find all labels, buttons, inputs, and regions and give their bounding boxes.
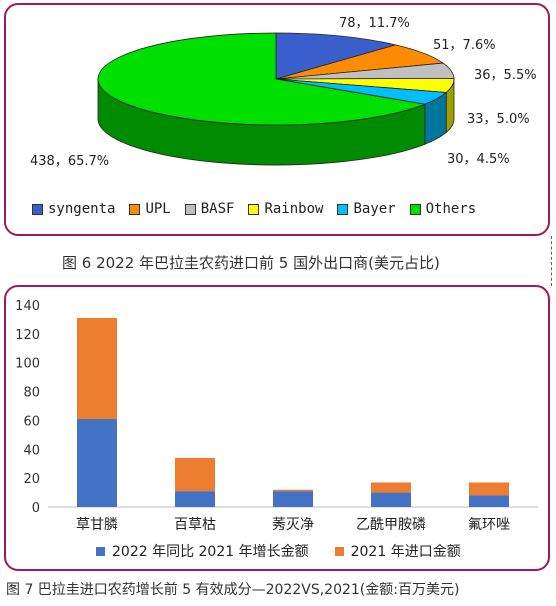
legend-label: syngenta <box>48 201 116 217</box>
pie-legend-item-rainbow: Rainbow <box>248 201 323 217</box>
pie-chart-panel: 78，11.7% 51，7.6% 36，5.5% 33，5.0% 30，4.5% 438，… <box>4 3 550 236</box>
legend-swatch <box>184 203 196 215</box>
bar-growth-2022-0 <box>77 418 117 507</box>
bar-import-2021-3 <box>371 482 411 493</box>
y-tick-label: 140 <box>15 299 40 314</box>
legend-swatch <box>96 546 105 556</box>
legend-swatch <box>32 203 43 215</box>
legend-label: 2021 年进口金额 <box>350 544 461 560</box>
pie-label-bayer: 30，4.5% <box>447 152 510 167</box>
bar-import-2021-0 <box>77 317 117 419</box>
bars <box>77 317 509 507</box>
pie-legend-item-upl: UPL <box>129 201 171 217</box>
pie-slices <box>97 32 455 126</box>
legend-swatch <box>129 203 141 215</box>
y-tick-label: 120 <box>15 328 40 343</box>
legend-swatch <box>409 203 421 215</box>
y-tick-label: 20 <box>23 472 40 487</box>
pie-legend-item-basf: BASF <box>184 201 235 217</box>
bar-legend-item-1: 2021 年进口金额 <box>334 541 461 561</box>
bar-legend: 2022 年同比 2021 年增长金额 2021 年进口金额 <box>96 541 461 561</box>
bar-growth-2022-4 <box>469 495 509 507</box>
y-tick-label: 100 <box>15 357 40 372</box>
pie-legend-item-bayer: Bayer <box>337 201 396 217</box>
legend-swatch <box>334 546 344 556</box>
pie-label-rainbow: 33，5.0% <box>467 112 530 127</box>
pie-label-upl: 51，7.6% <box>433 38 496 53</box>
y-axis: 0 20 40 60 80 100 120 140 <box>15 299 40 516</box>
figure-7-caption: 图 7 巴拉圭进口农药增长前 5 有效成分—2022VS,2021(金额:百万美… <box>6 582 460 598</box>
pie-label-basf: 36，5.5% <box>474 68 537 83</box>
bar-growth-2022-2 <box>273 491 313 507</box>
y-tick-label: 60 <box>23 414 40 429</box>
figure-6-caption: 图 6 2022 年巴拉圭农药进口前 5 国外出口商(美元占比) <box>62 254 440 272</box>
bar-legend-item-0: 2022 年同比 2021 年增长金额 <box>96 541 309 561</box>
pie-data-labels: 78，11.7% 51，7.6% 36，5.5% 33，5.0% 30，4.5% 438，… <box>30 16 537 169</box>
bar-import-2021-4 <box>469 482 509 496</box>
legend-swatch <box>248 203 260 215</box>
pie-chart: 78，11.7% 51，7.6% 36，5.5% 33，5.0% 30，4.5% 438，… <box>30 16 537 169</box>
bar-growth-2022-3 <box>371 492 411 507</box>
x-axis: 草甘膦 百草枯 莠灭净 乙酰甲胺磷 氟环唑 <box>76 517 510 533</box>
pie-slice-syngenta <box>275 32 398 80</box>
pie-legend-item-syngenta: syngenta <box>32 201 115 217</box>
legend-swatch <box>337 203 349 215</box>
bar-chart: 0 20 40 60 80 100 120 140 草甘膦 百草枯 莠灭净 乙酰甲胺磷 氟环唑 <box>15 299 538 533</box>
x-tick-label: 氟环唑 <box>468 517 510 533</box>
legend-label: Bayer <box>353 201 396 217</box>
legend-label: Others <box>425 201 477 217</box>
pie-legend: syngenta UPL BASF Rainbow Bayer Others <box>32 201 476 217</box>
x-tick-label: 百草枯 <box>174 517 216 533</box>
legend-label: BASF <box>200 201 235 217</box>
legend-label: UPL <box>145 201 171 217</box>
bar-import-2021-1 <box>175 457 215 492</box>
legend-label: Rainbow <box>264 201 324 217</box>
x-tick-label: 莠灭净 <box>272 517 314 533</box>
x-tick-label: 乙酰甲胺磷 <box>356 517 426 533</box>
bar-growth-2022-1 <box>175 491 215 507</box>
bar-chart-panel: 0 20 40 60 80 100 120 140 草甘膦 百草枯 莠灭净 乙酰甲胺磷 氟环唑 2022… <box>4 285 550 571</box>
dashed-divider <box>551 236 552 286</box>
pie-label-syngenta: 78，11.7% <box>339 16 410 31</box>
pie-slice-others <box>97 32 427 126</box>
y-tick-label: 0 <box>32 501 40 516</box>
x-tick-label: 草甘膦 <box>76 517 118 533</box>
y-tick-label: 80 <box>23 386 40 401</box>
legend-label: 2022 年同比 2021 年增长金额 <box>112 544 309 560</box>
pie-legend-item-others: Others <box>409 201 477 217</box>
bar-import-2021-2 <box>273 489 313 492</box>
pie-label-others: 438，65.7% <box>30 154 109 169</box>
y-tick-label: 40 <box>23 443 40 458</box>
